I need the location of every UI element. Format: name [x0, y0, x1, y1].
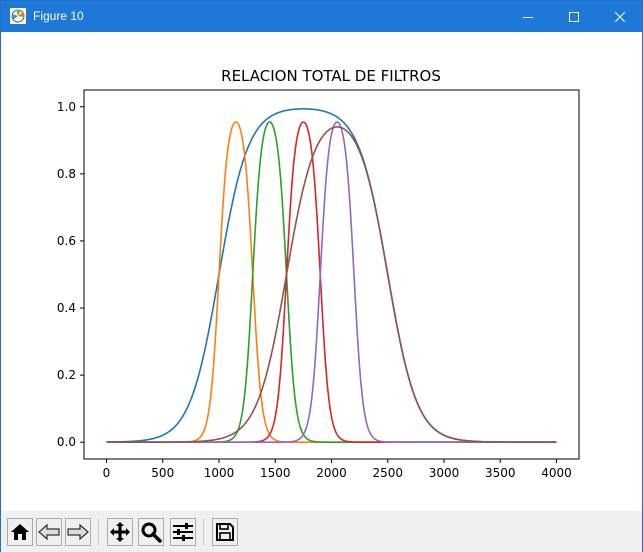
y-tick-label: 0.8 — [57, 167, 76, 181]
y-tick-label: 0.2 — [57, 368, 76, 382]
x-tick-label: 3500 — [485, 466, 516, 480]
series-line-3 — [106, 121, 557, 444]
x-tick-label: 2500 — [372, 466, 403, 480]
y-tick-label: 0.4 — [57, 301, 76, 315]
series-line-4 — [106, 121, 557, 444]
arrow-left-icon — [38, 523, 60, 541]
series-line-6 — [106, 126, 557, 444]
matplotlib-app-icon — [10, 8, 26, 24]
navigation-toolbar — [1, 511, 642, 552]
y-tick-label: 0.6 — [57, 234, 76, 248]
series-line-1 — [106, 108, 557, 444]
x-tick-label: 0 — [103, 466, 111, 480]
back-button[interactable] — [36, 518, 62, 546]
figure-canvas[interactable]: RELACION TOTAL DE FILTROS 0 500 1000 1500 20… — [1, 32, 642, 511]
plot-frame — [83, 89, 580, 460]
x-tick-label: 1000 — [204, 466, 235, 480]
home-icon — [11, 524, 29, 540]
x-tick-label: 500 — [151, 466, 174, 480]
filter-response-chart: RELACION TOTAL DE FILTROS 0 500 1000 1500 20… — [57, 67, 580, 480]
pan-button[interactable] — [107, 518, 133, 546]
y-tick-label: 0.0 — [57, 435, 76, 449]
close-button[interactable] — [597, 1, 643, 32]
x-tick-label: 1500 — [260, 466, 291, 480]
series-line-2 — [106, 121, 557, 444]
title-bar[interactable]: Figure 10 — [1, 1, 642, 32]
forward-button[interactable] — [65, 518, 91, 546]
maximize-icon — [569, 11, 579, 22]
close-icon — [615, 11, 625, 22]
sliders-icon — [173, 523, 193, 541]
floppy-disk-icon — [216, 523, 234, 541]
y-tick-label: 1.0 — [57, 100, 76, 114]
x-tick-label: 3000 — [429, 466, 460, 480]
save-button[interactable] — [212, 518, 238, 546]
configure-subplots-button[interactable] — [170, 518, 196, 546]
series-line-5 — [106, 121, 557, 444]
maximize-button[interactable] — [551, 1, 597, 32]
move-icon — [110, 522, 130, 542]
minimize-icon — [523, 16, 533, 18]
minimize-button[interactable] — [505, 1, 551, 32]
home-button[interactable] — [7, 518, 33, 546]
zoom-button[interactable] — [138, 518, 164, 546]
x-tick-label: 4000 — [541, 466, 572, 480]
magnifier-icon — [141, 522, 162, 543]
arrow-right-icon — [67, 523, 89, 541]
toolbar-separator — [203, 519, 204, 545]
chart-title: RELACION TOTAL DE FILTROS — [221, 67, 441, 85]
window-title: Figure 10 — [33, 9, 84, 23]
x-tick-label: 2000 — [316, 466, 347, 480]
toolbar-separator — [98, 519, 99, 545]
